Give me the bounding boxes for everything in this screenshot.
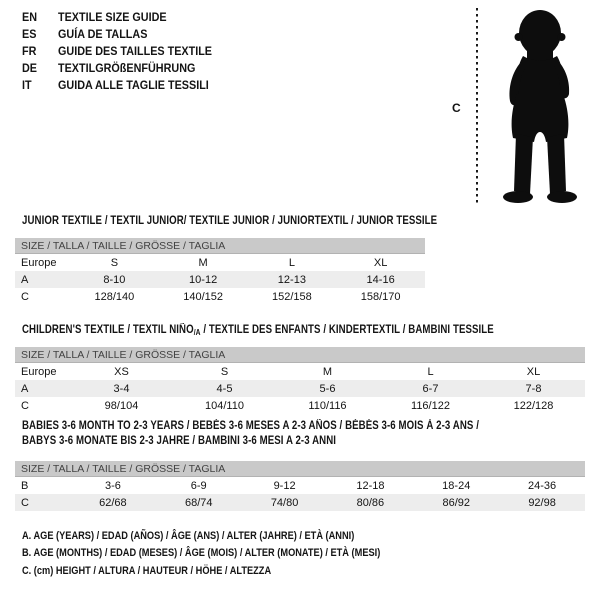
table-cell: 12-13 xyxy=(277,273,306,286)
language-code: ES xyxy=(22,27,37,41)
height-measure-dashed-line xyxy=(476,8,478,206)
table-cell: 6-7 xyxy=(422,382,439,395)
language-code: EN xyxy=(22,10,38,24)
table-cell: 8-10 xyxy=(103,273,126,286)
table-cell: XL xyxy=(373,256,388,269)
size-header-bar: SIZE / TALLA / TAILLE / GRÖSSE / TAGLIA xyxy=(15,347,585,363)
language-row: FR GUIDE DES TAILLES TEXTILE xyxy=(22,43,212,60)
language-row: ES GUÍA DE TALLAS xyxy=(22,26,212,43)
table-row: C 128/140 140/152 152/158 158/170 xyxy=(15,288,425,305)
table-cell: 80/86 xyxy=(356,496,385,509)
table-row: Europe S M L XL xyxy=(15,254,425,271)
table-cell: 62/68 xyxy=(99,496,127,509)
language-label: GUIDA ALLE TAGLIE TESSILI xyxy=(58,78,209,92)
section-title-line2: BABYS 3-6 MONATE BIS 2-3 JAHRE / BAMBINI… xyxy=(22,435,337,447)
language-row: DE TEXTILGRÖßENFÜHRUNG xyxy=(22,60,212,77)
table-cell: 68/74 xyxy=(184,496,213,509)
table-cell: 3-6 xyxy=(104,479,121,492)
language-label: TEXTILE SIZE GUIDE xyxy=(58,10,167,24)
table-cell: 18-24 xyxy=(442,479,471,492)
section-title-junior: JUNIOR TEXTILE / TEXTIL JUNIOR/ TEXTILE … xyxy=(22,215,438,227)
row-label: A xyxy=(21,382,29,395)
language-label: GUIDE DES TAILLES TEXTILE xyxy=(58,44,213,58)
table-cell: 7-8 xyxy=(525,382,542,395)
table-row: C 62/68 68/74 74/80 80/86 86/92 92/98 xyxy=(15,494,585,511)
language-code: DE xyxy=(22,61,38,75)
table-row: A 8-10 10-12 12-13 14-16 xyxy=(15,271,425,288)
table-row: A 3-4 4-5 5-6 6-7 7-8 xyxy=(15,380,585,397)
table-cell: 158/170 xyxy=(360,290,401,303)
table-cell: 10-12 xyxy=(189,273,218,286)
section-title-subscript: /A xyxy=(193,328,201,337)
table-cell: 92/98 xyxy=(528,496,556,509)
row-label: C xyxy=(21,290,29,303)
table-row: B 3-6 6-9 9-12 12-18 18-24 24-36 xyxy=(15,477,585,494)
table-cell: 86/92 xyxy=(442,496,470,509)
footnote-age-years: A. AGE (YEARS) / EDAD (AÑOS) / ÂGE (ANS)… xyxy=(22,530,355,542)
row-label: A xyxy=(21,273,29,286)
table-cell: S xyxy=(110,256,119,269)
language-row: EN TEXTILE SIZE GUIDE xyxy=(22,9,212,26)
table-cell: 128/140 xyxy=(94,290,135,303)
table-cell: 74/80 xyxy=(270,496,299,509)
table-cell: 104/110 xyxy=(205,399,244,412)
row-label: C xyxy=(21,399,29,412)
section-title-text: CHILDREN'S TEXTILE / TEXTIL NIÑO xyxy=(22,324,194,336)
table-cell: 24-36 xyxy=(528,479,557,492)
table-cell: XS xyxy=(114,365,129,378)
table-cell: 152/158 xyxy=(271,290,312,303)
table-cell: 9-12 xyxy=(273,479,296,492)
row-label: C xyxy=(21,496,29,509)
table-cell: XL xyxy=(526,365,541,378)
babies-size-table: SIZE / TALLA / TAILLE / GRÖSSE / TAGLIA … xyxy=(15,461,585,511)
table-cell: 6-9 xyxy=(190,479,207,492)
language-code: FR xyxy=(22,44,37,58)
table-cell: 14-16 xyxy=(366,273,395,286)
table-cell: 5-6 xyxy=(319,382,336,395)
section-title-children: CHILDREN'S TEXTILE / TEXTIL NIÑO/A / TEX… xyxy=(22,323,494,340)
table-cell: 140/152 xyxy=(183,290,223,303)
table-cell: S xyxy=(220,365,229,378)
table-cell: 110/116 xyxy=(308,399,347,412)
table-cell: 122/128 xyxy=(513,399,554,412)
table-row: Europe XS S M L XL xyxy=(15,363,585,380)
row-label: Europe xyxy=(21,365,57,378)
footnote-height-cm: C. (cm) HEIGHT / ALTURA / HAUTEUR / HÖHE… xyxy=(22,565,272,577)
table-cell: 4-5 xyxy=(216,382,233,395)
row-label: B xyxy=(21,479,29,492)
row-label: Europe xyxy=(21,256,57,269)
table-cell: 98/104 xyxy=(104,399,139,412)
table-cell: L xyxy=(427,365,434,378)
junior-size-table: SIZE / TALLA / TAILLE / GRÖSSE / TAGLIA … xyxy=(15,238,425,305)
table-cell: 12-18 xyxy=(356,479,385,492)
language-row: IT GUIDA ALLE TAGLIE TESSILI xyxy=(22,77,212,94)
table-cell: 3-4 xyxy=(113,382,130,395)
language-label: GUÍA DE TALLAS xyxy=(58,27,148,41)
section-title-line1: BABIES 3-6 MONTH TO 2-3 YEARS / BEBÉS 3-… xyxy=(22,420,479,432)
section-title-text: / TEXTILE DES ENFANTS / KINDERTEXTIL / B… xyxy=(200,324,494,336)
table-cell: L xyxy=(288,256,295,269)
table-cell: M xyxy=(322,365,333,378)
toddler-silhouette-icon xyxy=(487,4,593,210)
language-list: EN TEXTILE SIZE GUIDE ES GUÍA DE TALLAS … xyxy=(22,9,233,94)
table-cell: M xyxy=(198,256,208,269)
language-label: TEXTILGRÖßENFÜHRUNG xyxy=(58,61,196,75)
height-measure-label: C xyxy=(452,101,461,115)
size-header-bar: SIZE / TALLA / TAILLE / GRÖSSE / TAGLIA xyxy=(15,238,425,254)
footnote-age-months: B. AGE (MONTHS) / EDAD (MESES) / ÂGE (MO… xyxy=(22,547,381,559)
size-header-bar: SIZE / TALLA / TAILLE / GRÖSSE / TAGLIA xyxy=(15,461,585,477)
children-size-table: SIZE / TALLA / TAILLE / GRÖSSE / TAGLIA … xyxy=(15,347,585,414)
table-cell: 116/122 xyxy=(411,399,450,412)
language-code: IT xyxy=(22,78,32,92)
table-row: C 98/104 104/110 110/116 116/122 122/128 xyxy=(15,397,585,414)
section-title-babies: BABIES 3-6 MONTH TO 2-3 YEARS / BEBÉS 3-… xyxy=(22,419,479,449)
